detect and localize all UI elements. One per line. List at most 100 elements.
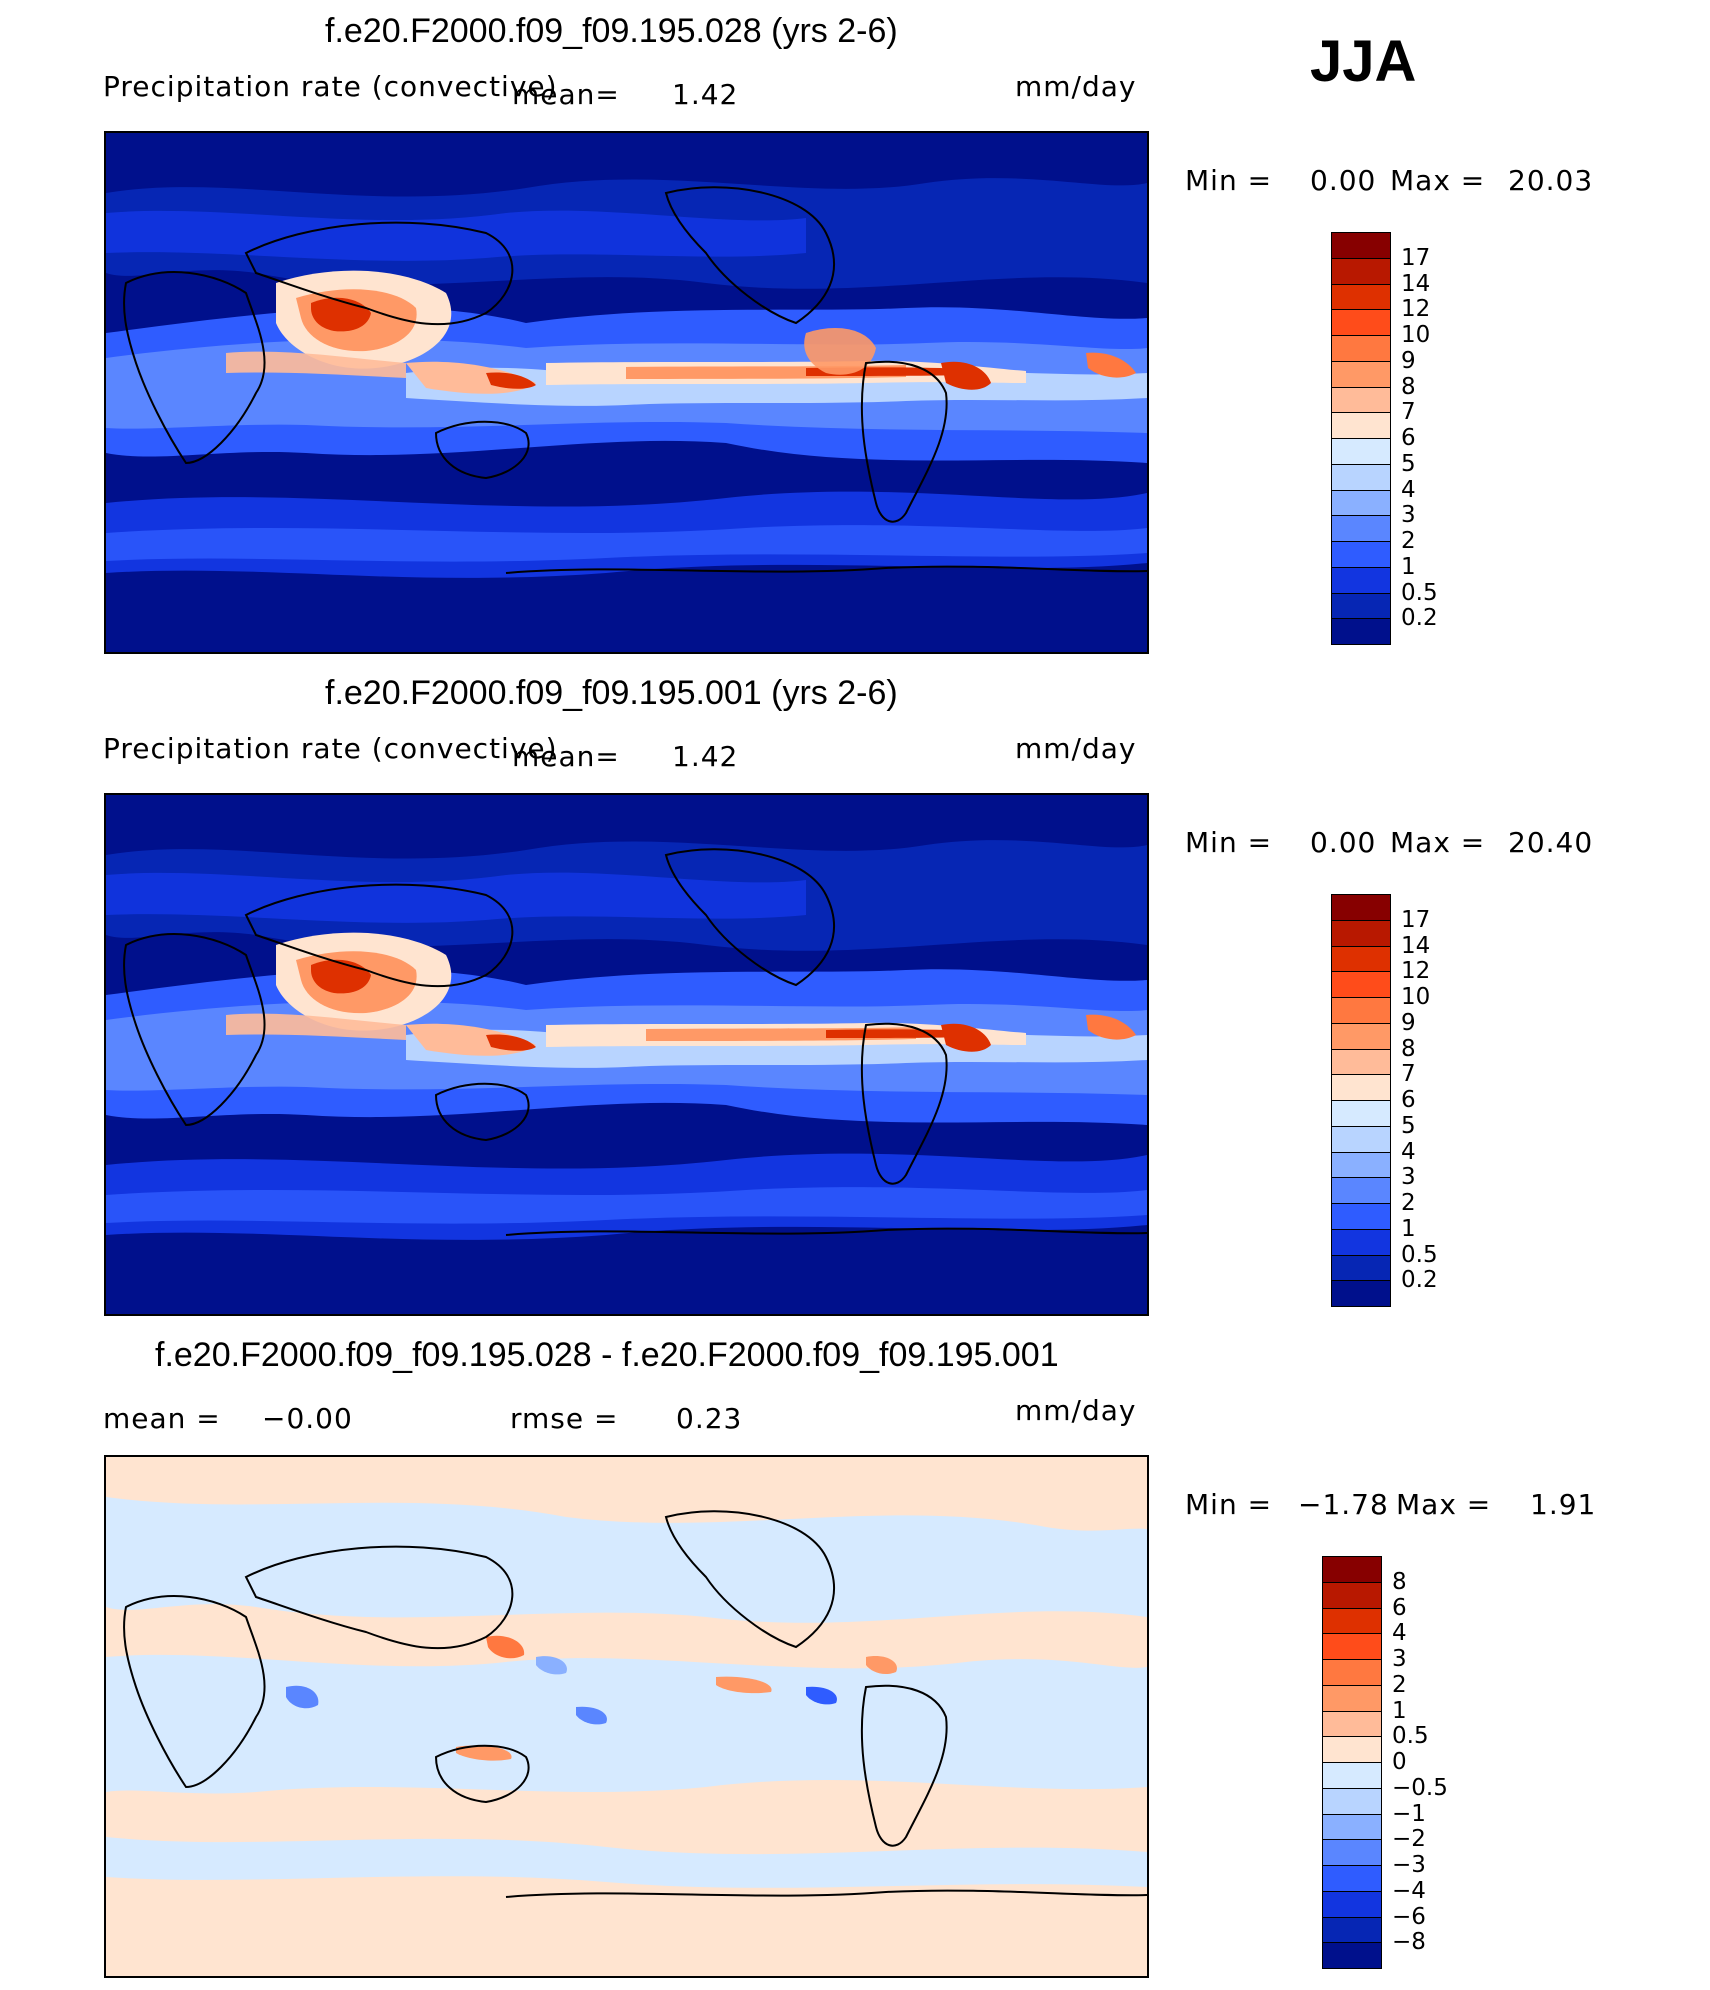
colorbar-swatch	[1331, 618, 1391, 645]
colorbar-tick-label: −3	[1392, 1852, 1426, 1878]
colorbar-tick-label: 6	[1401, 1087, 1416, 1113]
colorbar-tick-label: 7	[1401, 1061, 1416, 1088]
colorbar-swatch	[1331, 1254, 1391, 1282]
colorbar-tick-label: 0.5	[1392, 1723, 1429, 1750]
colorbar-tick-label: 3	[1401, 1164, 1416, 1191]
colorbar-tick-label: 0.5	[1401, 1241, 1438, 1268]
units-label-bottom: mm/day	[1015, 1394, 1137, 1427]
colorbar-swatch	[1331, 489, 1391, 517]
colorbar-swatch	[1322, 1942, 1382, 1969]
colorbar-tick-label: −6	[1392, 1903, 1426, 1930]
precip-map-top	[104, 131, 1149, 654]
min-label-middle: Min =	[1185, 826, 1273, 859]
colorbar-swatch	[1331, 1177, 1391, 1204]
colorbar-tick-label: 6	[1401, 425, 1416, 451]
rmse-value-bottom: 0.23	[676, 1402, 743, 1435]
precip-map-middle	[104, 793, 1149, 1316]
colorbar-swatch	[1331, 1074, 1391, 1101]
mean-value-middle: 1.42	[672, 740, 739, 773]
colorbar-swatch	[1331, 232, 1391, 259]
colorbar-swatch	[1322, 1865, 1382, 1892]
colorbar-swatch	[1331, 997, 1391, 1024]
colorbar-swatch	[1331, 1151, 1391, 1179]
colorbar-swatch	[1322, 1633, 1382, 1660]
colorbar-tick-label: 1	[1392, 1697, 1407, 1724]
colorbar-swatch	[1331, 438, 1391, 465]
colorbar-tick-label: 12	[1401, 296, 1431, 323]
max-label-bottom: Max =	[1396, 1488, 1492, 1521]
colorbar-tick-label: 4	[1392, 1620, 1407, 1647]
colorbar-swatch	[1322, 1736, 1382, 1763]
colorbar-tick-label: −2	[1392, 1826, 1426, 1853]
colorbar-tick-label: −4	[1392, 1877, 1426, 1904]
colorbar-tick-label: 10	[1401, 322, 1431, 348]
units-label-middle: mm/day	[1015, 732, 1137, 765]
colorbar-tick-label: 1	[1401, 553, 1416, 580]
panel-title-bottom: f.e20.F2000.f09_f09.195.028 - f.e20.F200…	[155, 1336, 1059, 1374]
min-value-top: 0.00	[1310, 164, 1377, 197]
colorbar-tick-label: 0.2	[1401, 1267, 1438, 1294]
max-label-middle: Max =	[1390, 826, 1486, 859]
colorbar-tick-label: 3	[1401, 502, 1416, 529]
max-label-top: Max =	[1390, 164, 1486, 197]
colorbar-swatch	[1331, 335, 1391, 362]
variable-label-top: Precipitation rate (convective)	[103, 70, 558, 103]
colorbar-tick-label: 12	[1401, 958, 1431, 985]
colorbar-tick-label: 14	[1401, 932, 1431, 959]
panel-title-top: f.e20.F2000.f09_f09.195.028 (yrs 2-6)	[325, 12, 898, 50]
colorbar-tick-label: 0	[1392, 1749, 1407, 1775]
colorbar-tick-label: 8	[1392, 1568, 1407, 1595]
map-svg-middle	[106, 795, 1147, 1314]
min-value-middle: 0.00	[1310, 826, 1377, 859]
colorbar-tick-label: 1	[1401, 1215, 1416, 1242]
colorbar-swatch	[1331, 592, 1391, 620]
colorbar-middle: 17 14 12 10 9 8 7 6 5 4 3 2 1 0.5 0.2	[1331, 894, 1491, 1307]
colorbar-swatch	[1331, 894, 1391, 921]
colorbar-tick-label: 0.5	[1401, 579, 1438, 606]
min-label-top: Min =	[1185, 164, 1273, 197]
colorbar-tick-label: 17	[1401, 906, 1431, 933]
colorbar-swatch	[1331, 1228, 1391, 1256]
colorbar-swatch	[1322, 1890, 1382, 1918]
colorbar-tick-label: 8	[1401, 1035, 1416, 1062]
colorbar-tick-label: 9	[1401, 1009, 1416, 1036]
colorbar-swatch	[1322, 1813, 1382, 1841]
colorbar-swatch	[1322, 1684, 1382, 1712]
colorbar-swatch	[1331, 360, 1391, 388]
max-value-middle: 20.40	[1508, 826, 1594, 859]
colorbar-swatch	[1331, 386, 1391, 414]
colorbar-swatch	[1322, 1556, 1382, 1583]
colorbar-swatch	[1331, 1048, 1391, 1076]
map-svg-bottom	[106, 1457, 1147, 1976]
colorbar-tick-label: −1	[1392, 1800, 1426, 1827]
colorbar-tick-label: 3	[1392, 1646, 1407, 1672]
colorbar-swatch	[1331, 463, 1391, 491]
colorbar-tick-label: 9	[1401, 347, 1416, 374]
mean-label-top: mean=	[512, 78, 620, 111]
colorbar-tick-label: −0.5	[1392, 1774, 1448, 1801]
colorbar-tick-label: 14	[1401, 270, 1431, 297]
variable-label-middle: Precipitation rate (convective)	[103, 732, 558, 765]
colorbar-tick-label: 17	[1401, 244, 1431, 271]
colorbar-swatch	[1331, 541, 1391, 568]
colorbar-swatch	[1331, 257, 1391, 285]
max-value-bottom: 1.91	[1530, 1488, 1597, 1521]
colorbar-tick-label: 6	[1392, 1594, 1407, 1621]
colorbar-swatch	[1322, 1916, 1382, 1944]
min-label-bottom: Min =	[1185, 1488, 1273, 1521]
season-label: JJA	[1310, 29, 1417, 94]
colorbar-swatch	[1322, 1659, 1382, 1686]
map-svg-top	[106, 133, 1147, 652]
colorbar-tick-label: 8	[1401, 373, 1416, 400]
colorbar-swatch	[1331, 919, 1391, 947]
colorbar-swatch	[1331, 309, 1391, 336]
colorbar-tick-label: 10	[1401, 984, 1431, 1010]
colorbar-swatch	[1331, 945, 1391, 973]
colorbar-swatch	[1331, 283, 1391, 311]
mean-value-bottom: −0.00	[262, 1402, 353, 1435]
min-value-bottom: −1.78	[1298, 1488, 1389, 1521]
colorbar-tick-label: 4	[1401, 476, 1416, 503]
colorbar-top: 17 14 12 10 9 8 7 6 5 4 3 2 1 0.5 0.2	[1331, 232, 1491, 645]
colorbar-tick-label: 4	[1401, 1138, 1416, 1165]
colorbar-tick-label: 5	[1401, 450, 1416, 477]
